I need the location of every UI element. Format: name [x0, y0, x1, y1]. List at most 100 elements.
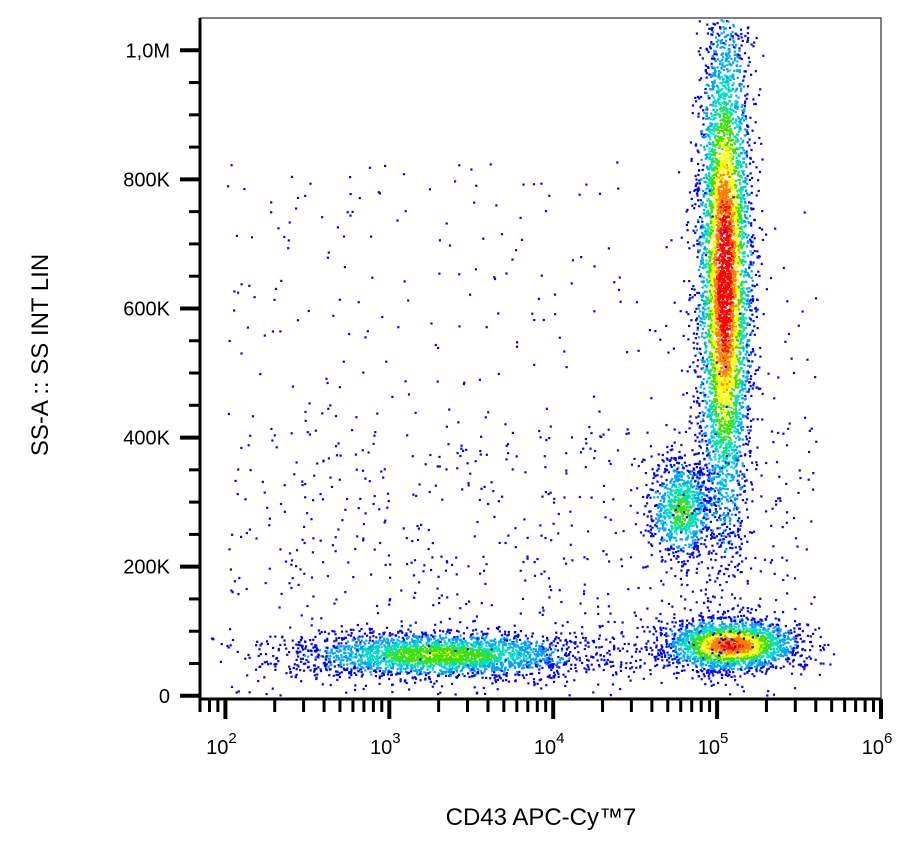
- event-dot: [757, 632, 760, 635]
- event-dot: [664, 470, 667, 473]
- event-dot: [522, 658, 525, 662]
- event-dot: [538, 658, 542, 661]
- event-dot: [304, 640, 307, 644]
- event-dot: [755, 643, 759, 646]
- event-dot: [794, 640, 797, 643]
- event-dot: [696, 555, 699, 558]
- event-dot: [514, 673, 517, 676]
- event-dot: [338, 636, 341, 639]
- event-dot: [401, 643, 404, 646]
- event-dot: [720, 650, 723, 653]
- event-dot: [686, 647, 689, 650]
- event-dot: [730, 626, 733, 629]
- event-dot: [363, 655, 366, 658]
- event-dot: [745, 663, 748, 666]
- event-dot: [378, 639, 381, 642]
- event-dot: [669, 628, 672, 631]
- event-dot: [359, 658, 362, 661]
- event-dot: [361, 673, 364, 676]
- event-dot: [770, 647, 773, 650]
- event-dot: [455, 660, 458, 663]
- event-dot: [703, 634, 706, 637]
- event-dot: [442, 665, 445, 668]
- event-dot: [540, 652, 543, 655]
- event-dot: [416, 636, 419, 639]
- event-dot: [690, 639, 693, 642]
- event-dot: [516, 673, 519, 676]
- event-dot: [388, 653, 391, 656]
- event-dot: [360, 665, 363, 669]
- event-dot: [702, 630, 705, 633]
- event-dot: [763, 658, 767, 661]
- event-dot: [366, 661, 370, 664]
- event-dot: [406, 666, 409, 670]
- event-dot: [395, 649, 398, 652]
- event-dot: [342, 667, 345, 670]
- event-dot: [440, 638, 444, 641]
- event-dot: [300, 660, 303, 663]
- event-dot: [483, 657, 486, 660]
- event-dot: [434, 651, 437, 654]
- event-dot: [684, 647, 687, 651]
- event-dot: [359, 643, 362, 646]
- event-dot: [480, 670, 483, 673]
- event-dot: [719, 635, 722, 638]
- event-dot: [515, 639, 518, 642]
- event-dot: [464, 650, 467, 653]
- event-dot: [789, 629, 792, 632]
- event-dot: [369, 631, 372, 634]
- event-dot: [345, 630, 348, 633]
- event-dot: [320, 617, 323, 620]
- event-dot: [569, 651, 572, 654]
- event-dot: [377, 656, 380, 659]
- event-dot: [751, 663, 754, 666]
- event-dot: [495, 647, 498, 650]
- event-dot: [679, 492, 682, 495]
- event-dot: [471, 643, 475, 646]
- event-dot: [429, 648, 432, 651]
- event-dot: [678, 661, 681, 664]
- event-dot: [340, 642, 343, 645]
- event-dot: [549, 657, 552, 660]
- event-dot: [297, 665, 300, 668]
- event-dot: [723, 657, 726, 660]
- event-dot: [445, 636, 448, 639]
- event-dot: [414, 643, 417, 646]
- event-dot: [765, 648, 769, 651]
- event-dot: [356, 666, 359, 669]
- event-dot: [509, 652, 512, 655]
- event-dot: [715, 639, 719, 642]
- event-dot: [689, 650, 692, 653]
- event-dot: [743, 656, 746, 659]
- event-dot: [359, 654, 362, 657]
- event-dot: [759, 669, 762, 672]
- event-dot: [751, 647, 755, 651]
- event-dot: [661, 524, 664, 527]
- event-dot: [318, 632, 321, 635]
- event-dot: [725, 670, 728, 673]
- event-dot: [339, 661, 342, 664]
- event-dot: [523, 676, 526, 679]
- event-dot: [731, 657, 734, 660]
- event-dot: [614, 671, 618, 674]
- event-dot: [756, 642, 759, 645]
- event-dot: [804, 663, 807, 666]
- event-dot: [406, 657, 409, 661]
- event-dot: [719, 657, 722, 661]
- event-dot: [788, 662, 792, 665]
- event-dot: [494, 641, 497, 644]
- event-dot: [713, 659, 716, 662]
- event-dot: [351, 662, 354, 665]
- event-dot: [733, 652, 736, 655]
- event-dot: [688, 630, 691, 633]
- event-dot: [566, 680, 569, 683]
- event-dot: [471, 675, 474, 678]
- event-dot: [462, 657, 465, 660]
- event-dot: [630, 666, 634, 669]
- event-dot: [762, 649, 765, 652]
- event-dot: [709, 667, 712, 670]
- event-dot: [639, 664, 642, 668]
- event-dot: [463, 674, 466, 678]
- event-dot: [364, 654, 367, 657]
- event-dot: [727, 630, 731, 633]
